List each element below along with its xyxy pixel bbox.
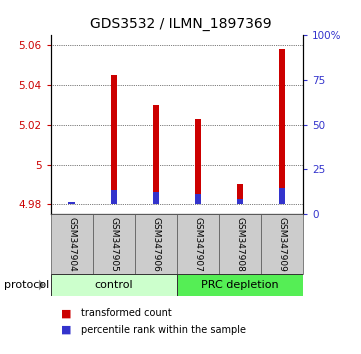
FancyBboxPatch shape [177,274,303,296]
Bar [237,199,243,204]
Text: GSM347908: GSM347908 [236,217,244,272]
Bar [195,194,201,204]
Polygon shape [39,280,44,290]
FancyBboxPatch shape [51,214,93,274]
Bar [69,202,75,204]
Bar [279,188,285,204]
Text: transformed count: transformed count [81,308,172,318]
FancyBboxPatch shape [135,214,177,274]
Bar [110,190,117,204]
Text: GSM347904: GSM347904 [67,217,76,272]
Text: GSM347907: GSM347907 [193,217,203,272]
FancyBboxPatch shape [51,274,177,296]
FancyBboxPatch shape [261,214,303,274]
Text: percentile rank within the sample: percentile rank within the sample [81,325,246,335]
Text: ■: ■ [61,308,72,318]
Bar [237,184,243,204]
Text: GSM347909: GSM347909 [278,217,287,272]
Bar [195,119,201,204]
Bar [279,49,285,204]
Bar [110,75,117,204]
Text: control: control [95,280,133,290]
Text: ■: ■ [61,325,72,335]
Bar [69,202,75,204]
FancyBboxPatch shape [93,214,135,274]
Text: PRC depletion: PRC depletion [201,280,279,290]
Text: GDS3532 / ILMN_1897369: GDS3532 / ILMN_1897369 [90,17,271,31]
Text: GSM347906: GSM347906 [151,217,160,272]
Text: protocol: protocol [4,280,49,290]
Bar [153,105,159,204]
Text: GSM347905: GSM347905 [109,217,118,272]
FancyBboxPatch shape [177,214,219,274]
Bar [153,192,159,204]
FancyBboxPatch shape [219,214,261,274]
